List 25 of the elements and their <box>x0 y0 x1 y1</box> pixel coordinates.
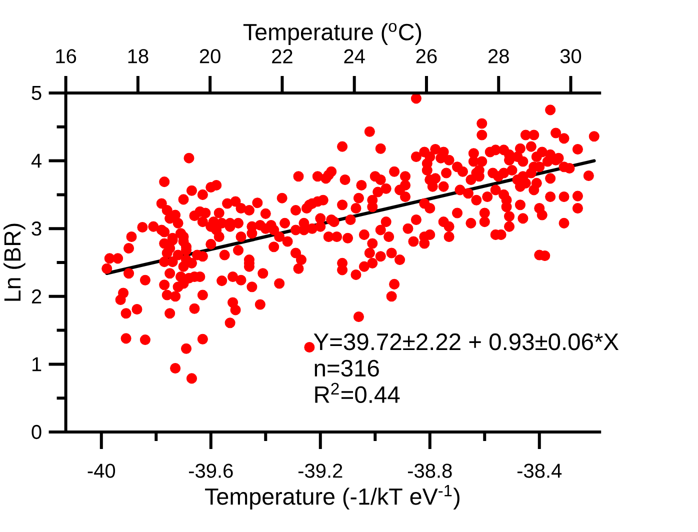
x2-tick-label: 24 <box>344 49 365 64</box>
y-tick-label: 5 <box>32 86 42 100</box>
x-tick-label: -38.8 <box>408 464 452 478</box>
x-tick-label: -40 <box>88 464 116 478</box>
y-tick-label: 2 <box>32 289 42 304</box>
x2-tick-label: 16 <box>56 49 76 64</box>
x-tick-label: -38.4 <box>517 464 562 478</box>
y-axis-title: Ln (BR) <box>4 224 26 301</box>
y-tick-label: 0 <box>32 424 42 440</box>
x2-tick-label: 18 <box>128 49 148 64</box>
x-tick-label: -39.6 <box>188 464 233 478</box>
x-axis-title: Temperature (-1/kT eV$^{-1}$) <box>205 485 460 510</box>
y-tick-label: 3 <box>32 222 42 236</box>
x2-tick-label: 26 <box>416 49 437 64</box>
x2-axis-title: Temperature ($^{o}$C) <box>243 22 422 45</box>
x-tick-label: -39.2 <box>298 464 342 478</box>
x2-tick-label: 28 <box>488 49 509 64</box>
y-tick-label: 1 <box>32 357 42 372</box>
annotation: R$^{2}$=0.44 <box>315 382 400 404</box>
annotation: Y=39.72±2.22 + 0.93±0.06*X <box>314 333 619 350</box>
x2-tick-label: 20 <box>200 49 220 64</box>
annotation: n=316 <box>314 360 379 377</box>
x2-tick-label: 30 <box>560 49 582 64</box>
x2-tick-label: 22 <box>272 49 292 64</box>
y-tick-label: 4 <box>31 154 42 168</box>
